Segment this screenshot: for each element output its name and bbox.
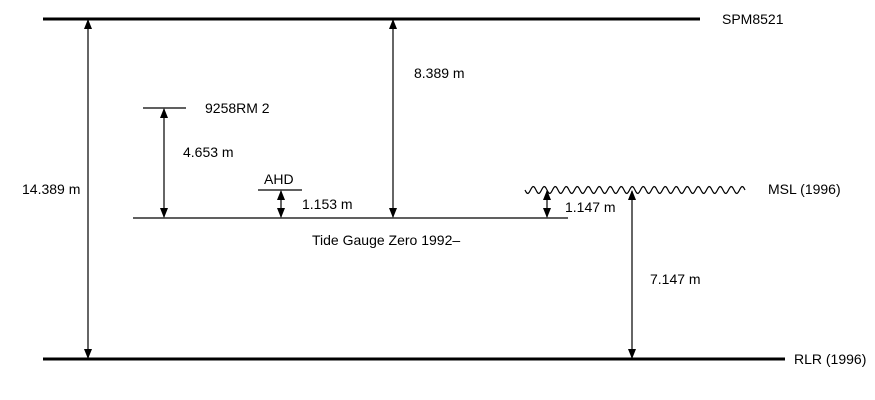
ahd-label: AHD: [264, 171, 294, 187]
tide-gauge-zero-label: Tide Gauge Zero 1992–: [312, 232, 460, 248]
measurement-msl-to-tgz: 1.147 m: [565, 199, 616, 215]
msl-1996-label: MSL (1996): [768, 181, 841, 197]
measurement-bm-to-tgz: 4.653 m: [183, 144, 234, 160]
spm8521-label: SPM8521: [722, 11, 784, 27]
measurement-spm-to-rlr: 14.389 m: [22, 181, 80, 197]
measurement-msl-to-rlr: 7.147 m: [650, 271, 701, 287]
measurement-ahd-to-tgz: 1.153 m: [302, 196, 353, 212]
msl-wave-line: [524, 185, 746, 195]
bm-9258rm2-label: 9258RM 2: [205, 100, 270, 116]
rlr-1996-label: RLR (1996): [794, 351, 866, 367]
measurement-spm-to-tgz: 8.389 m: [414, 65, 465, 81]
